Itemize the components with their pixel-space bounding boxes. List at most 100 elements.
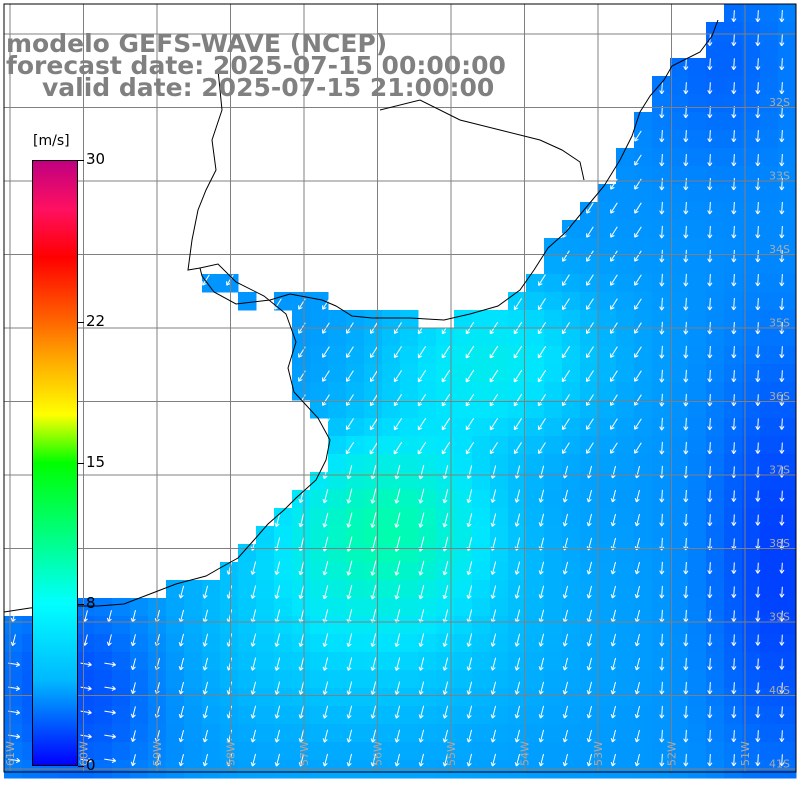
wind-cell	[454, 724, 473, 743]
wind-cell	[724, 742, 743, 761]
wind-arrow	[346, 657, 353, 671]
wind-cell	[742, 490, 761, 509]
wind-arrow	[394, 560, 401, 576]
wind-cell	[724, 418, 743, 437]
wind-cell	[760, 688, 779, 707]
wind-cell	[508, 382, 527, 401]
wind-cell	[382, 382, 401, 401]
wind-cell	[274, 652, 293, 671]
wind-cell	[382, 328, 401, 347]
wind-arrow	[707, 514, 713, 527]
wind-arrow	[707, 394, 713, 407]
wind-arrow	[370, 560, 377, 576]
wind-cell	[760, 634, 779, 653]
wind-arrow	[683, 58, 689, 71]
wind-cell	[184, 598, 203, 617]
wind-arrow	[130, 706, 136, 718]
wind-arrow	[586, 585, 593, 599]
wind-arrow	[707, 753, 713, 767]
wind-cell	[526, 346, 545, 365]
wind-cell	[742, 166, 761, 185]
wind-cell	[598, 490, 617, 509]
wind-cell	[238, 580, 257, 599]
wind-cell	[274, 526, 293, 545]
wind-arrow	[755, 442, 761, 454]
wind-cell	[598, 382, 617, 401]
wind-cell	[400, 742, 419, 761]
wind-arrow	[731, 682, 737, 695]
wind-cell	[454, 364, 473, 383]
wind-cell	[724, 544, 743, 563]
wind-cell	[778, 580, 797, 599]
wind-arrow	[585, 370, 594, 382]
wind-arrow	[369, 394, 378, 407]
wind-cell	[634, 508, 653, 527]
wind-arrow	[610, 633, 617, 647]
wind-arrow	[322, 657, 329, 671]
wind-cell	[742, 598, 761, 617]
wind-cell	[760, 274, 779, 293]
wind-cell	[634, 130, 653, 149]
wind-arrow	[250, 705, 257, 719]
wind-cell	[688, 148, 707, 167]
wind-cell	[400, 688, 419, 707]
wind-cell	[742, 652, 761, 671]
wind-cell	[526, 292, 545, 311]
wind-cell	[400, 400, 419, 419]
wind-arrow	[779, 562, 785, 574]
wind-arrow	[755, 610, 761, 622]
latitude-label: 33S	[769, 170, 790, 183]
wind-cell	[724, 652, 743, 671]
wind-cell	[472, 508, 491, 527]
wind-cell	[706, 256, 725, 275]
wind-cell	[382, 562, 401, 581]
wind-cell	[724, 148, 743, 167]
wind-cell	[436, 742, 455, 761]
wind-cell	[580, 670, 599, 689]
wind-cell	[742, 4, 761, 23]
wind-cell	[328, 472, 347, 491]
wind-arrow	[442, 729, 449, 743]
wind-cell	[526, 670, 545, 689]
wind-cell	[508, 364, 527, 383]
wind-cell	[742, 346, 761, 365]
wind-arrow	[489, 442, 499, 455]
wind-cell	[544, 508, 563, 527]
wind-cell	[544, 400, 563, 419]
wind-cell	[130, 616, 149, 635]
wind-cell	[652, 238, 671, 257]
wind-arrow	[394, 488, 401, 504]
longitude-label: 56W	[372, 741, 385, 766]
wind-cell	[544, 544, 563, 563]
wind-cell	[778, 220, 797, 239]
model-title: modelo GEFS-WAVE (NCEP)	[6, 29, 388, 58]
wind-cell	[490, 454, 509, 473]
wind-cell	[130, 742, 149, 761]
wind-cell	[634, 652, 653, 671]
wind-arrow	[322, 753, 329, 767]
wind-cell	[688, 400, 707, 419]
wind-arrow	[466, 561, 473, 576]
wind-cell	[544, 562, 563, 581]
wind-cell	[328, 346, 347, 365]
wind-cell	[112, 724, 131, 743]
wind-cell	[364, 454, 383, 473]
wind-cell	[346, 454, 365, 473]
wind-arrow	[610, 274, 618, 286]
wind-arrow	[610, 250, 618, 262]
wind-cell	[526, 562, 545, 581]
wind-arrow	[418, 512, 425, 528]
wind-cell	[580, 526, 599, 545]
wind-cell	[634, 220, 653, 239]
wind-cell	[634, 328, 653, 347]
wind-cell	[400, 418, 419, 437]
wind-cell	[184, 580, 203, 599]
wind-cell	[580, 274, 599, 293]
wind-cell	[760, 724, 779, 743]
wind-arrow	[537, 394, 547, 407]
wind-arrow	[393, 346, 402, 359]
wind-cell	[724, 400, 743, 419]
wind-cell	[580, 238, 599, 257]
wind-cell	[346, 400, 365, 419]
wind-cell	[202, 742, 221, 761]
